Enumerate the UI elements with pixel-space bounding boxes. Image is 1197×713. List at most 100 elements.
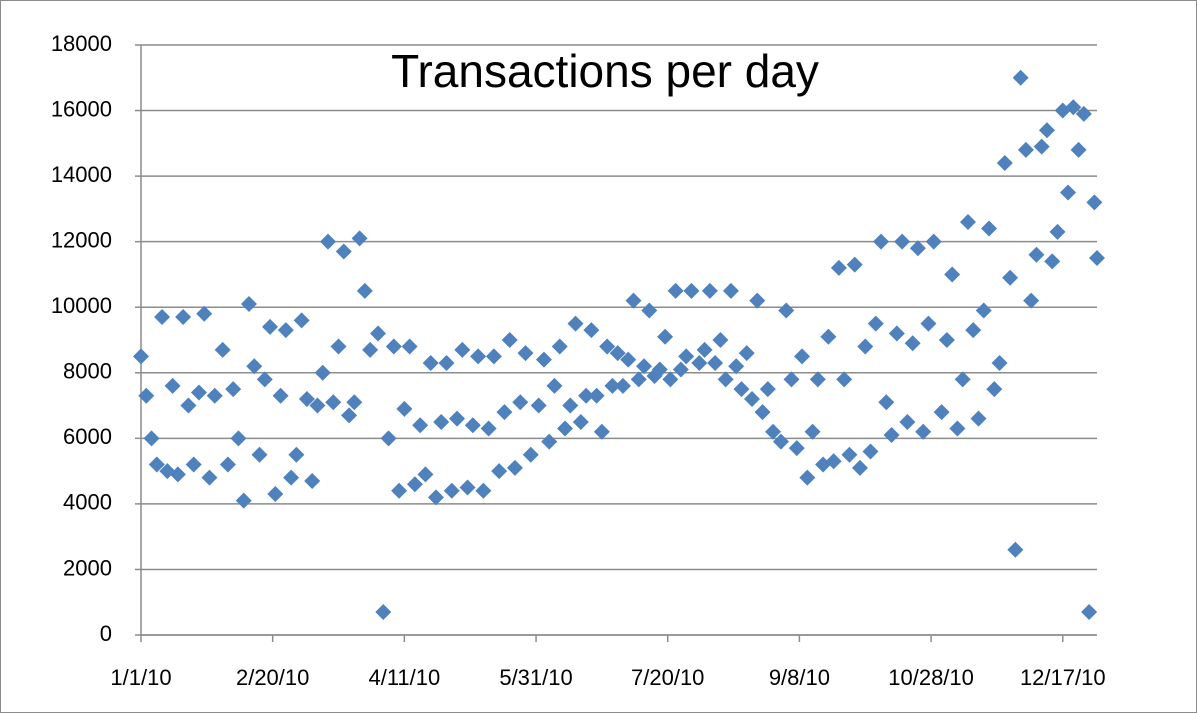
data-point (562, 397, 579, 414)
data-point (143, 430, 160, 447)
data-point (975, 302, 992, 319)
data-point (1086, 194, 1103, 211)
data-point (614, 377, 631, 394)
data-point (335, 243, 352, 260)
data-point (883, 427, 900, 444)
data-point (778, 302, 795, 319)
data-point (1007, 541, 1024, 558)
data-point (651, 361, 668, 378)
data-point (206, 387, 223, 404)
data-point (1049, 223, 1066, 240)
data-point (712, 332, 729, 348)
data-point (857, 338, 874, 355)
data-point (996, 155, 1013, 171)
data-point (1089, 250, 1105, 267)
data-point (949, 420, 966, 437)
data-point (1023, 292, 1040, 309)
x-tick-label: 4/11/10 (368, 665, 440, 690)
data-point (351, 230, 368, 247)
data-point (272, 387, 289, 404)
data-point (578, 387, 595, 404)
data-point (230, 430, 247, 447)
y-tick-label: 14000 (51, 162, 112, 187)
data-point (804, 423, 821, 440)
data-point (267, 486, 284, 503)
data-point (1065, 99, 1082, 116)
data-point (319, 233, 336, 250)
data-point (180, 397, 197, 414)
data-point (251, 446, 268, 463)
data-point (701, 282, 718, 299)
data-point (604, 377, 621, 394)
data-point (283, 469, 300, 486)
data-point (717, 371, 734, 388)
data-point (954, 371, 971, 388)
data-point (691, 354, 708, 371)
data-point (396, 400, 413, 417)
data-point (772, 433, 789, 450)
data-point (728, 358, 745, 375)
data-point (1075, 105, 1092, 122)
data-point (662, 371, 679, 388)
data-point (620, 351, 637, 368)
data-point (1081, 604, 1098, 621)
y-tick-label: 12000 (51, 227, 112, 252)
data-point (517, 345, 534, 362)
data-point (938, 332, 955, 348)
data-point (1070, 141, 1087, 158)
data-point (449, 410, 466, 427)
x-tick-label: 12/17/10 (1020, 665, 1106, 690)
data-point (325, 394, 342, 411)
data-point (277, 322, 294, 339)
data-point (759, 381, 776, 398)
data-point (878, 394, 895, 411)
data-point (454, 341, 471, 358)
data-point (925, 233, 942, 250)
data-point (851, 459, 868, 476)
data-point (256, 371, 273, 388)
y-tick-label: 10000 (51, 293, 112, 318)
data-point (346, 394, 363, 411)
x-tick-label: 2/20/10 (236, 665, 309, 690)
data-point (214, 341, 231, 358)
data-point (799, 469, 816, 486)
data-point (491, 463, 508, 480)
data-point (185, 456, 202, 473)
data-point (246, 358, 263, 375)
data-point (841, 446, 858, 463)
data-point (1044, 253, 1061, 270)
data-point (567, 315, 584, 332)
data-point (944, 266, 961, 283)
y-tick-label: 2000 (63, 555, 112, 580)
data-point (657, 328, 674, 345)
data-point (1002, 269, 1019, 286)
data-point (356, 282, 373, 299)
data-point (678, 348, 695, 365)
data-point (438, 354, 455, 371)
data-point (1038, 122, 1055, 139)
x-tick-label: 1/1/10 (110, 665, 171, 690)
x-tick-label: 5/31/10 (499, 665, 572, 690)
data-point (190, 384, 207, 401)
data-point (380, 430, 397, 447)
data-point (920, 315, 937, 332)
data-point (541, 433, 558, 450)
data-point (1060, 184, 1077, 201)
data-point (470, 348, 487, 365)
data-point (636, 358, 653, 375)
data-point (522, 446, 539, 463)
data-point (557, 420, 574, 437)
data-point (867, 315, 884, 332)
data-point (783, 371, 800, 388)
data-point (696, 341, 713, 358)
y-tick-label: 6000 (63, 424, 112, 449)
data-point (304, 472, 321, 489)
data-point (733, 381, 750, 398)
data-point (459, 479, 476, 496)
data-point (262, 318, 279, 335)
data-point (672, 361, 689, 378)
data-point (512, 394, 529, 411)
data-point (148, 456, 165, 473)
data-point (219, 456, 236, 473)
